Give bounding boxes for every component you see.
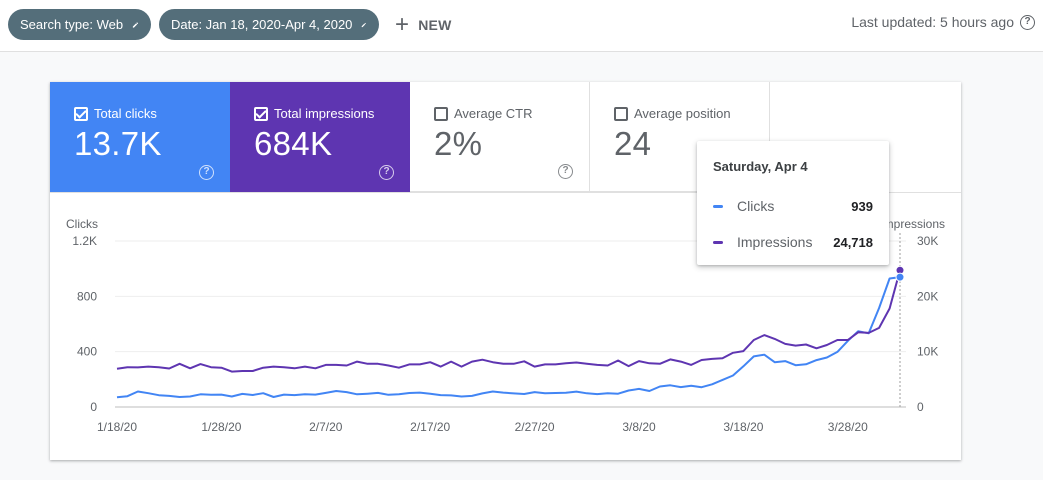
tooltip-impressions-row: Impressions 24,718 <box>713 224 873 260</box>
metric-label: Average CTR <box>454 106 533 121</box>
metric-label: Total impressions <box>274 106 375 121</box>
help-icon[interactable]: ? <box>379 165 394 180</box>
clicks-hover-point <box>895 272 905 282</box>
tooltip-clicks-value: 939 <box>851 198 873 214</box>
tooltip-date: Saturday, Apr 4 <box>713 159 808 174</box>
tooltip-impressions-value: 24,718 <box>833 234 873 250</box>
clicks-legend-swatch <box>713 204 723 208</box>
help-icon[interactable]: ? <box>558 164 573 179</box>
impressions-series-line <box>116 269 901 373</box>
metric-value: 684K <box>254 125 333 162</box>
x-axis-tick-label: 2/17/20 <box>410 420 450 434</box>
checkbox-unchecked-icon[interactable] <box>434 106 448 121</box>
x-axis-tick-label: 3/18/20 <box>723 420 763 434</box>
clicks-series-line <box>116 276 901 399</box>
chart-tooltip: Saturday, Apr 4 Clicks 939 Impressions 2… <box>697 141 889 265</box>
checkbox-unchecked-icon[interactable] <box>614 106 628 121</box>
x-axis-tick-label: 3/28/20 <box>828 420 868 434</box>
x-axis-tick-label: 1/18/20 <box>97 420 137 434</box>
x-axis-tick-label: 2/7/20 <box>309 420 343 434</box>
right-axis-tick-label: 20K <box>917 289 938 303</box>
left-axis-tick-label: 0 <box>90 400 97 414</box>
new-filter-label: NEW <box>418 17 452 33</box>
left-axis-tick-label: 1.2K <box>72 234 97 248</box>
metric-value: 2% <box>434 125 483 162</box>
x-axis-tick-label: 3/8/20 <box>622 420 656 434</box>
x-axis-tick-label: 2/27/20 <box>515 420 555 434</box>
metric-label: Total clicks <box>94 106 157 121</box>
right-axis-tick-label: 0 <box>917 400 924 414</box>
help-icon[interactable]: ? <box>199 165 214 180</box>
metric-label: Average position <box>634 106 731 121</box>
checkbox-checked-icon[interactable] <box>74 106 88 121</box>
performance-card: Total clicks 13.7K ? Total impressions 6… <box>50 82 961 460</box>
date-range-filter-chip[interactable]: Date: Jan 18, 2020-Apr 4, 2020 <box>159 9 379 40</box>
last-updated-text: Last updated: 5 hours ago <box>851 14 1014 30</box>
impressions-legend-swatch <box>713 240 723 244</box>
left-axis-title: Clicks <box>66 217 98 231</box>
left-axis-tick-label: 800 <box>77 289 97 303</box>
right-axis-tick-label: 30K <box>917 234 938 248</box>
metric-average-ctr[interactable]: Average CTR 2% ? <box>410 82 590 192</box>
tooltip-clicks-label: Clicks <box>737 198 775 214</box>
tooltip-clicks-row: Clicks 939 <box>713 188 873 224</box>
help-icon[interactable]: ? <box>1020 14 1035 30</box>
x-axis-tick-label: 1/28/20 <box>201 420 241 434</box>
checkbox-checked-icon[interactable] <box>254 106 268 121</box>
right-axis-title: Impressions <box>880 217 945 231</box>
metric-total-clicks[interactable]: Total clicks 13.7K ? <box>50 82 230 192</box>
metric-average-position[interactable]: Average position 24 <box>590 82 770 192</box>
right-axis-tick-label: 10K <box>917 345 938 359</box>
search-type-filter-label: Search type: Web <box>20 17 124 32</box>
last-updated-status: Last updated: 5 hours ago ? <box>851 14 1035 30</box>
search-type-filter-chip[interactable]: Search type: Web <box>8 9 151 40</box>
new-filter-button[interactable]: + NEW <box>395 10 451 40</box>
pencil-icon <box>362 22 367 27</box>
top-filter-bar: Search type: Web Date: Jan 18, 2020-Apr … <box>0 0 1043 52</box>
left-axis-tick-label: 400 <box>77 345 97 359</box>
plus-icon: + <box>395 11 410 38</box>
tooltip-impressions-label: Impressions <box>737 234 813 250</box>
metric-total-impressions[interactable]: Total impressions 684K ? <box>230 82 410 192</box>
metric-value: 24 <box>614 125 652 162</box>
pencil-icon <box>132 21 139 28</box>
date-range-filter-label: Date: Jan 18, 2020-Apr 4, 2020 <box>171 17 353 32</box>
metric-value: 13.7K <box>74 125 162 162</box>
